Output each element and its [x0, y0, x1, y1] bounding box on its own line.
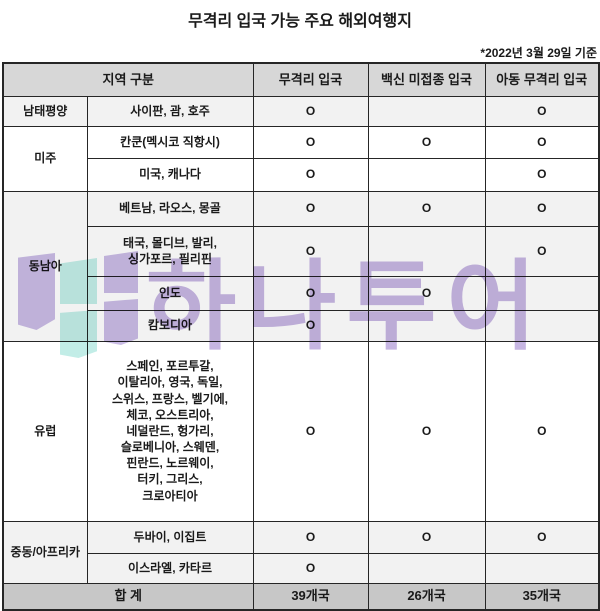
- entry-mark: [484, 275, 600, 311]
- total-child-quarantine-free: 35개국: [484, 582, 600, 611]
- region-cell: 중동/아프리카: [2, 520, 88, 584]
- entry-mark: O: [484, 95, 600, 127]
- region-cell: 미주: [2, 125, 88, 192]
- entry-mark: O: [252, 157, 369, 192]
- table-row: 태국, 몰디브, 발리, 싱가포르, 필리핀 O O: [3, 225, 600, 277]
- entry-mark: O: [484, 340, 600, 522]
- entry-mark: O: [252, 520, 369, 554]
- entry-mark: O: [252, 275, 369, 311]
- total-unvaccinated: 26개국: [367, 582, 486, 611]
- table-row: 중동/아프리카 두바이, 이집트 O O O: [2, 520, 600, 584]
- entry-mark: O: [367, 340, 486, 522]
- table-row: 이스라엘, 카타르 O: [3, 552, 600, 584]
- table-row: 유럽 스페인, 포르투갈, 이탈리아, 영국, 독일, 스위스, 프랑스, 벨기…: [2, 340, 600, 522]
- entry-table: 지역 구분 무격리 입국 백신 미접종 입국 아동 무격리 입국 남태평양 사이…: [2, 62, 600, 611]
- destinations-cell: 스페인, 포르투갈, 이탈리아, 영국, 독일, 스위스, 프랑스, 벨기에, …: [86, 340, 254, 522]
- header-unvaccinated: 백신 미접종 입국: [367, 62, 486, 97]
- entry-mark: O: [252, 309, 369, 342]
- total-label: 합 계: [2, 582, 254, 611]
- page-title: 무격리 입국 가능 주요 해외여행지: [188, 13, 412, 30]
- entry-mark: O: [484, 157, 600, 192]
- entry-mark: O: [484, 225, 600, 277]
- entry-mark: O: [367, 190, 486, 227]
- destinations-cell: 두바이, 이집트: [86, 520, 254, 554]
- table-row: 캄보디아 O: [3, 309, 600, 342]
- entry-mark: O: [252, 190, 369, 227]
- entry-mark: [367, 309, 486, 342]
- destinations-cell: 사이판, 괌, 호주: [86, 95, 254, 127]
- entry-mark: [484, 552, 600, 584]
- region-cell: 유럽: [2, 340, 88, 522]
- entry-mark: [367, 95, 486, 127]
- entry-mark: [367, 552, 486, 584]
- destinations-cell: 미국, 캐나다: [86, 157, 254, 192]
- entry-mark: O: [367, 125, 486, 159]
- destinations-cell: 캄보디아: [86, 309, 254, 342]
- table-row: 인도 O O: [3, 275, 600, 311]
- header-region: 지역 구분: [2, 62, 254, 97]
- destinations-cell: 이스라엘, 카타르: [86, 552, 254, 584]
- date-note: *2022년 3월 29일 기준: [480, 46, 597, 60]
- entry-mark: [367, 157, 486, 192]
- entry-mark: O: [367, 275, 486, 311]
- entry-mark: O: [252, 225, 369, 277]
- table-row: 미국, 캐나다 O O: [3, 157, 600, 192]
- region-cell: 남태평양: [2, 95, 88, 127]
- entry-mark: O: [484, 125, 600, 159]
- entry-mark: O: [252, 95, 369, 127]
- total-row: 합 계 39개국 26개국 35개국: [2, 582, 600, 611]
- total-quarantine-free: 39개국: [252, 582, 369, 611]
- entry-mark: O: [252, 340, 369, 522]
- table-row: 미주 칸쿤(멕시코 직항시) O O O: [2, 125, 600, 192]
- header-quarantine-free: 무격리 입국: [252, 62, 369, 97]
- entry-mark: [484, 309, 600, 342]
- destinations-cell: 칸쿤(멕시코 직항시): [86, 125, 254, 159]
- entry-mark: [367, 225, 486, 277]
- entry-mark: O: [252, 552, 369, 584]
- entry-mark: O: [484, 190, 600, 227]
- entry-mark: O: [252, 125, 369, 159]
- table-row: 동남아 베트남, 라오스, 몽골 O O O: [2, 190, 600, 342]
- table-header-row: 지역 구분 무격리 입국 백신 미접종 입국 아동 무격리 입국: [2, 62, 600, 97]
- table-row: 남태평양 사이판, 괌, 호주 O O: [2, 95, 600, 127]
- destinations-cell: 태국, 몰디브, 발리, 싱가포르, 필리핀: [86, 225, 254, 277]
- entry-mark: O: [367, 520, 486, 554]
- header-child-quarantine-free: 아동 무격리 입국: [484, 62, 600, 97]
- destinations-cell: 인도: [86, 275, 254, 311]
- region-cell: 동남아: [2, 190, 88, 342]
- destinations-cell: 베트남, 라오스, 몽골: [86, 190, 254, 227]
- entry-mark: O: [484, 520, 600, 554]
